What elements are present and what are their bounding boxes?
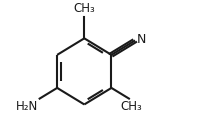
Text: N: N (136, 33, 146, 46)
Text: CH₃: CH₃ (73, 2, 95, 15)
Text: H₂N: H₂N (16, 100, 38, 113)
Text: CH₃: CH₃ (120, 100, 141, 113)
